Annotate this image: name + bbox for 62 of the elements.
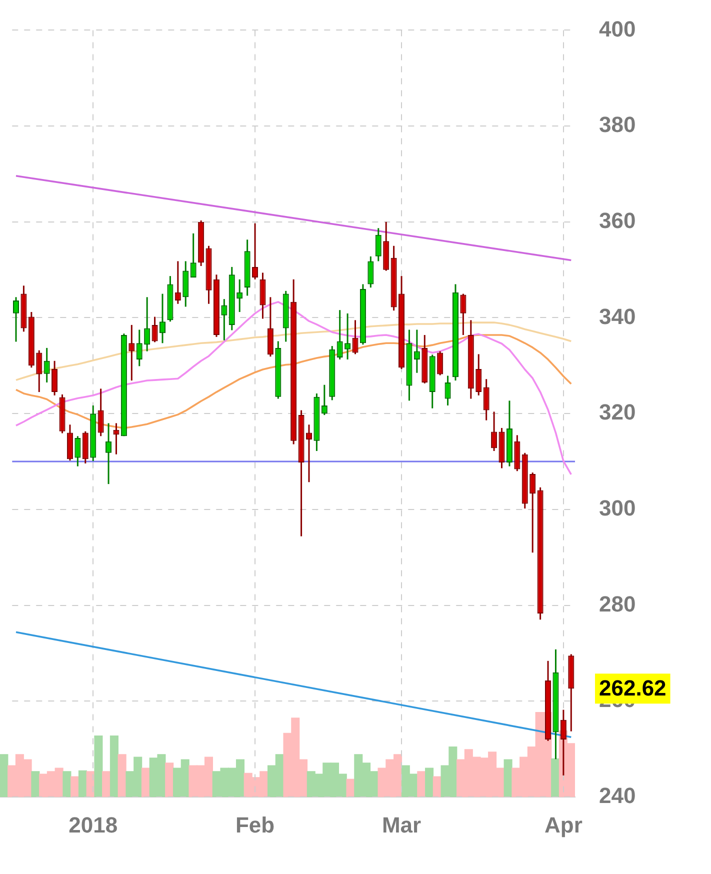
- bar: [62, 771, 72, 797]
- candlestick: [483, 378, 490, 422]
- candlestick: [306, 424, 312, 483]
- candlestick: [136, 328, 142, 367]
- bar: [551, 758, 560, 797]
- candlestick: [44, 347, 50, 384]
- candlestick: [190, 232, 196, 278]
- bar: [141, 768, 150, 797]
- bar: [118, 754, 126, 797]
- y-tick-label: 360: [599, 208, 636, 233]
- candlestick: [321, 384, 328, 416]
- candlestick: [152, 316, 158, 343]
- bar: [425, 768, 434, 797]
- candlestick: [414, 328, 420, 374]
- candlestick: [368, 256, 374, 288]
- candlestick: [221, 298, 228, 342]
- x-tick-label: 2018: [68, 812, 118, 838]
- bar: [94, 735, 103, 797]
- y-tick-label: 400: [599, 16, 636, 42]
- bar: [78, 770, 87, 797]
- bar: [70, 776, 80, 797]
- text: 262.62: [599, 676, 666, 701]
- candlestick: [36, 350, 42, 393]
- bar: [110, 735, 118, 797]
- candlestick: [344, 312, 351, 360]
- candlestick: [444, 374, 451, 406]
- candlestick: [476, 353, 482, 396]
- y-tick-label: 280: [599, 591, 636, 616]
- candlestick: [491, 410, 498, 452]
- bar: [346, 778, 355, 797]
- candlestick: [12, 296, 20, 342]
- y-tick-label: 340: [599, 304, 636, 329]
- candlestick: [74, 435, 81, 468]
- candlestick: [236, 278, 243, 313]
- candlestick: [375, 227, 382, 262]
- bar: [417, 771, 426, 797]
- candlestick: [252, 222, 258, 280]
- x-tick-label: Apr: [544, 812, 583, 838]
- candlestick: [260, 272, 266, 320]
- candlestick: [352, 319, 358, 355]
- bar: [432, 776, 442, 797]
- candlestick: [52, 360, 58, 396]
- y-tick-label: 320: [599, 400, 636, 425]
- bar: [102, 771, 111, 797]
- candlestick: [437, 350, 444, 376]
- candlestick: [336, 309, 343, 360]
- y-tick-label: 380: [599, 112, 636, 138]
- bar: [31, 771, 40, 797]
- candlestick: [159, 293, 166, 344]
- candlestick: [174, 260, 181, 305]
- candlestick: [460, 293, 466, 336]
- candlestick: [98, 388, 104, 437]
- candlestick: [530, 472, 536, 554]
- x-tick-label: Mar: [382, 812, 422, 838]
- y-tick-label: 300: [599, 496, 636, 521]
- x-tick-label: Feb: [235, 812, 275, 838]
- candlestick: [106, 422, 112, 485]
- candlestick: [144, 296, 150, 352]
- bar: [0, 754, 8, 797]
- bar: [165, 762, 174, 797]
- y-tick-label: 240: [599, 783, 636, 808]
- candlestick: [128, 324, 135, 382]
